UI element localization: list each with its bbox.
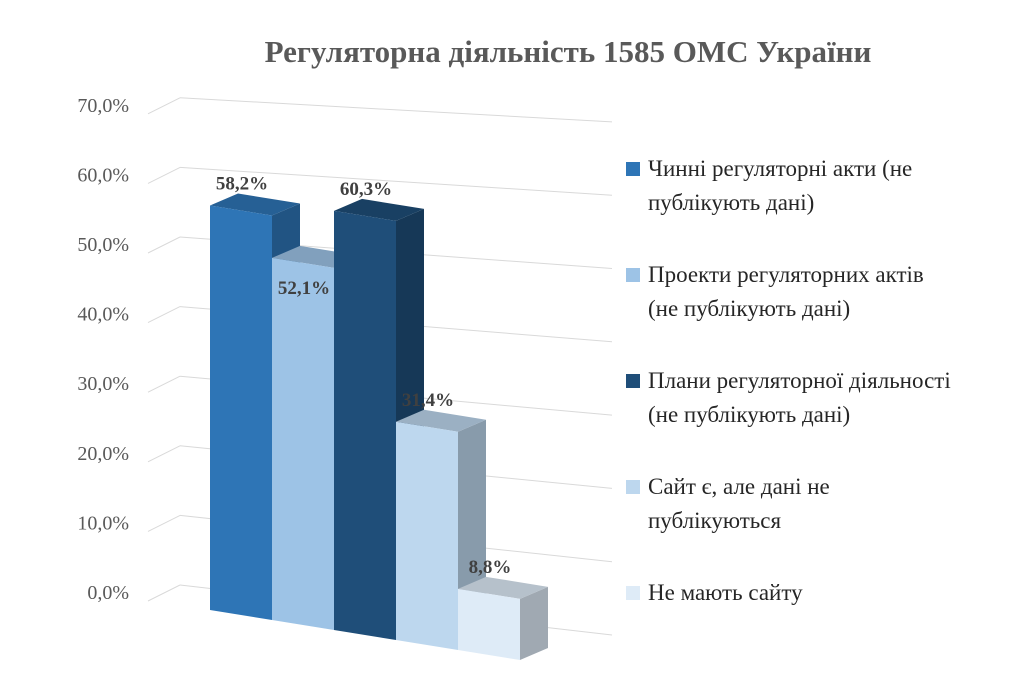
legend-swatch [626,268,640,282]
data-label: 8,8% [469,557,512,578]
legend-item: Сайт є, але дані не публікуються [626,474,830,533]
legend-label: Сайт є, але дані не [648,474,830,499]
bar-top [210,193,300,216]
bar-top [458,576,548,599]
bar-top [334,198,424,221]
data-label: 52,1% [278,278,330,299]
gridline-side [147,584,181,602]
legend: Чинні регуляторні акти (не публікують дан… [626,156,951,605]
bar-front [396,421,458,650]
gridline-side [147,375,181,393]
chart-title: Регуляторна діяльність 1585 ОМС України [265,34,872,69]
legend-swatch [626,374,640,388]
bar-front [272,257,334,630]
data-label: 58,2% [216,174,268,195]
gridline-side [147,514,181,532]
gridline [179,97,613,123]
legend-label: Проекти регуляторних актів [648,262,924,287]
gridline-side [147,306,181,324]
bar-front [210,205,272,620]
legend-label: Не мають сайту [648,580,803,605]
legend-label: Чинні регуляторні акти (не [648,156,912,181]
gridline-side [147,236,181,254]
bar-front [334,210,396,641]
legend-item: Проекти регуляторних актів (не публікують… [626,262,924,321]
legend-swatch [626,480,640,494]
y-tick-label: 50,0% [77,234,129,256]
data-label: 60,3% [340,179,392,200]
y-tick-label: 40,0% [77,304,129,326]
legend-item: Плани регуляторної діяльності (не публіку… [626,368,951,427]
gridline-side [147,445,181,463]
legend-label: Плани регуляторної діяльності [648,368,951,393]
legend-label: (не публікують дані) [648,296,850,321]
gridline [179,166,613,196]
gridline-side [147,166,181,184]
legend-swatch [626,162,640,176]
legend-label: (не публікують дані) [648,402,850,427]
legend-item: Не мають сайту [626,580,803,605]
y-tick-label: 10,0% [77,512,129,534]
legend-item: Чинні регуляторні акти (не публікують дан… [626,156,912,215]
y-tick-label: 30,0% [77,373,129,395]
bars [210,193,548,660]
legend-label: публікують дані) [648,190,814,215]
y-tick-label: 60,0% [77,164,129,186]
y-tick-label: 0,0% [87,582,129,604]
legend-swatch [626,586,640,600]
y-tick-label: 20,0% [77,443,129,465]
data-label: 31,4% [402,390,454,411]
y-axis-ticks: 0,0% 10,0% 20,0% 30,0% 40,0% 50,0% 60,0% 70,0% [77,95,129,604]
y-tick-label: 70,0% [77,95,129,117]
gridline-side [147,97,181,115]
bar [458,576,548,660]
bar-top [396,409,486,432]
data-labels: 58,2% 52,1% 60,3% 31,4% 8,8% [216,174,512,578]
bar-side [520,586,548,660]
legend-label: публікуються [648,508,781,533]
bar-front [458,588,520,660]
